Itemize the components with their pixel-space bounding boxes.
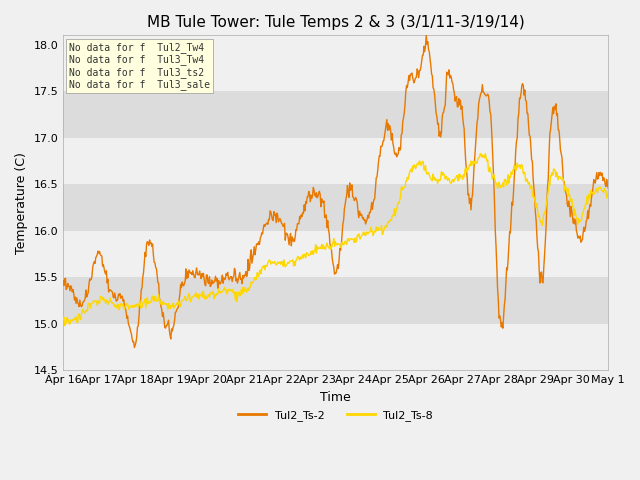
Tul2_Ts-8	[419, 158, 426, 164]
Bar	[63, 184, 608, 231]
Tul2_Ts-8	[181, 293, 189, 299]
Line: Tul2_Ts-8: Tul2_Ts-8	[63, 154, 608, 325]
Tul2_Ts-2	[422, 32, 430, 38]
Legend: Tul2_Ts-2, Tul2_Ts-8: Tul2_Ts-2, Tul2_Ts-8	[234, 406, 438, 425]
Bar	[63, 277, 608, 324]
Tul2_Ts-2	[125, 323, 133, 329]
Y-axis label: Temperature (C): Temperature (C)	[15, 152, 28, 254]
Tul2_Ts-2	[210, 280, 218, 286]
Tul2_Ts-8	[70, 317, 77, 323]
Bar	[63, 231, 608, 277]
Tul2_Ts-8	[481, 151, 489, 156]
Title: MB Tule Tower: Tule Temps 2 & 3 (3/1/11-3/19/14): MB Tule Tower: Tule Temps 2 & 3 (3/1/11-…	[147, 15, 525, 30]
Tul2_Ts-2	[419, 52, 426, 58]
Tul2_Ts-8	[210, 296, 218, 302]
Tul2_Ts-2	[604, 185, 612, 191]
Tul2_Ts-2	[403, 83, 410, 88]
Tul2_Ts-2	[60, 278, 67, 284]
Text: No data for f  Tul2_Tw4
No data for f  Tul3_Tw4
No data for f  Tul3_ts2
No data : No data for f Tul2_Tw4 No data for f Tul…	[68, 42, 210, 90]
Bar	[63, 91, 608, 138]
X-axis label: Time: Time	[320, 391, 351, 404]
Tul2_Ts-2	[181, 278, 189, 284]
Line: Tul2_Ts-2: Tul2_Ts-2	[63, 35, 608, 348]
Bar	[63, 324, 608, 371]
Tul2_Ts-8	[403, 179, 410, 184]
Bar	[63, 138, 608, 184]
Bar	[63, 45, 608, 91]
Tul2_Ts-8	[604, 188, 612, 194]
Tul2_Ts-2	[131, 345, 138, 350]
Tul2_Ts-8	[61, 323, 68, 328]
Tul2_Ts-8	[60, 317, 67, 323]
Tul2_Ts-2	[69, 287, 77, 292]
Tul2_Ts-8	[126, 304, 134, 310]
